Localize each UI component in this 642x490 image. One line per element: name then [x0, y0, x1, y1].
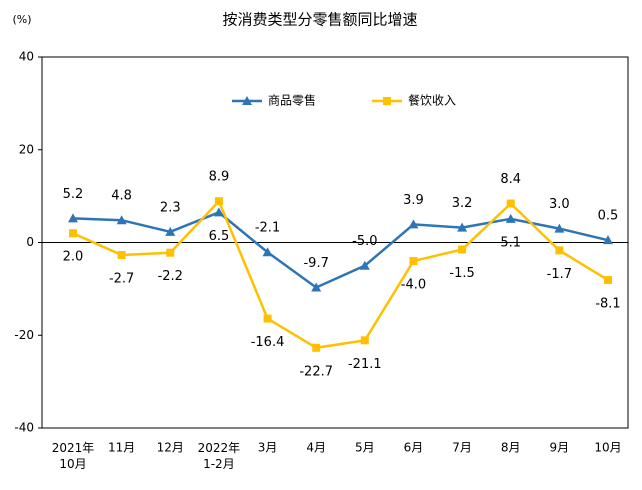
point — [457, 222, 468, 232]
value-label: 3.0 — [549, 197, 570, 212]
value-label: 2.0 — [63, 250, 84, 265]
value-label: 0.5 — [598, 209, 619, 224]
value-label: -22.7 — [299, 364, 333, 379]
x-tick-label: 12月 — [157, 441, 184, 455]
value-label: 4.8 — [111, 189, 132, 204]
point — [165, 226, 176, 236]
x-tick-label: 7月 — [452, 441, 472, 455]
value-label: 6.5 — [209, 229, 230, 244]
x-tick-label: 10月 — [594, 441, 621, 455]
point — [68, 213, 78, 223]
point — [242, 96, 252, 105]
value-label: -2.2 — [158, 269, 183, 284]
value-label: -1.5 — [449, 266, 474, 281]
point — [383, 97, 391, 105]
value-label: -2.7 — [109, 272, 134, 287]
y-tick-label: -40 — [14, 421, 34, 435]
point — [506, 199, 515, 208]
point — [409, 257, 418, 266]
point — [116, 215, 127, 225]
x-tick-label: 4月 — [306, 441, 326, 455]
point — [408, 219, 419, 229]
series-line — [72, 210, 609, 289]
point — [311, 282, 322, 292]
legend-label: 餐饮收入 — [408, 93, 456, 108]
series-line — [72, 198, 609, 350]
point — [213, 207, 224, 217]
value-label: 8.4 — [500, 172, 521, 187]
value-label: -9.7 — [303, 256, 328, 271]
x-tick-label: 9月 — [550, 441, 570, 455]
point — [603, 235, 613, 245]
y-tick-label: -20 — [14, 328, 34, 342]
x-tick-label: 3月 — [258, 441, 278, 455]
point — [263, 314, 272, 323]
y-tick-label: 20 — [19, 142, 34, 156]
point — [458, 245, 467, 254]
value-label: -4.0 — [401, 278, 426, 293]
x-tick-label: 6月 — [404, 441, 424, 455]
point — [554, 223, 565, 233]
x-tick-label: 11月 — [108, 441, 135, 455]
point — [359, 260, 370, 270]
value-label: -2.1 — [255, 221, 280, 236]
point — [117, 251, 126, 260]
y-unit: (%) — [12, 13, 31, 26]
point — [555, 246, 564, 255]
point — [604, 276, 612, 285]
point — [214, 197, 223, 206]
point — [166, 248, 175, 257]
y-tick-label: 0 — [26, 235, 34, 249]
value-label: 2.3 — [160, 200, 181, 215]
value-label: -8.1 — [595, 297, 620, 312]
point — [262, 247, 273, 257]
value-label: -16.4 — [251, 335, 285, 350]
value-label: 3.2 — [452, 196, 473, 211]
point — [69, 229, 77, 238]
chart-title: 按消费类型分零售额同比增速 — [222, 11, 417, 29]
value-label: -21.1 — [348, 357, 382, 372]
legend-label: 商品零售 — [268, 93, 316, 108]
x-tick-label: 2021年 10月 — [52, 441, 95, 471]
point — [505, 213, 516, 223]
value-label: -1.7 — [547, 267, 572, 282]
value-label: 3.9 — [403, 193, 424, 208]
x-tick-label: 5月 — [355, 441, 375, 455]
value-label: 8.9 — [209, 170, 230, 185]
point — [360, 336, 369, 345]
value-label: 5.2 — [63, 187, 84, 202]
x-tick-label: 8月 — [501, 441, 521, 455]
point — [312, 343, 321, 352]
value-label: 5.1 — [500, 235, 521, 250]
y-tick-label: 40 — [19, 50, 34, 64]
value-label: -5.0 — [352, 234, 377, 249]
x-tick-label: 2022年 1-2月 — [198, 441, 241, 471]
